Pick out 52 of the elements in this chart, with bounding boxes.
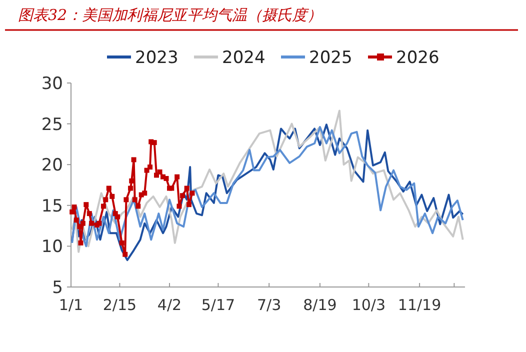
point [152, 140, 157, 146]
point [131, 157, 136, 162]
point [148, 164, 153, 170]
x-tick-label: 5/17 [201, 296, 236, 314]
point [110, 194, 115, 199]
point [115, 214, 120, 220]
point [78, 240, 84, 246]
point [72, 204, 77, 210]
point [124, 197, 129, 202]
point [136, 204, 141, 209]
point [176, 204, 182, 209]
point [70, 209, 75, 214]
point [174, 174, 180, 180]
point [106, 186, 112, 191]
point [80, 220, 86, 226]
point [96, 220, 102, 226]
y-tick-label: 30 [41, 74, 63, 94]
point [84, 202, 89, 208]
point [186, 202, 192, 208]
point [190, 190, 195, 196]
point [119, 240, 124, 246]
point [180, 193, 185, 198]
point [86, 211, 92, 216]
legend-label: 2025 [309, 48, 352, 68]
x-tick-label: 2/15 [102, 296, 137, 314]
y-tick-label: 20 [41, 156, 63, 176]
y-tick-label: 25 [41, 114, 63, 135]
y-tick-label: 5 [52, 278, 63, 298]
point [132, 197, 138, 202]
legend-label: 2026 [396, 48, 440, 68]
point [142, 190, 148, 196]
x-tick-label: 10/3 [352, 296, 386, 314]
point [100, 204, 106, 209]
x-tick-label: 11/19 [398, 296, 442, 314]
point [164, 176, 169, 181]
point [184, 186, 190, 191]
point [122, 252, 128, 257]
legend-label: 2024 [222, 48, 266, 68]
chart-title: 图表32：美国加利福尼亚平均气温（摄氏度） [18, 6, 322, 24]
legend-label: 2023 [135, 48, 178, 68]
x-tick-label: 4/2 [157, 296, 182, 314]
y-tick-label: 15 [41, 196, 63, 216]
point [74, 218, 79, 223]
x-tick-label: 8/19 [303, 296, 337, 314]
point [128, 186, 134, 191]
point [103, 197, 108, 202]
x-tick-label: 7/3 [257, 296, 282, 314]
x-tick-label: 1/1 [58, 296, 84, 314]
point [89, 220, 94, 226]
y-tick-label: 10 [41, 237, 63, 258]
point [157, 169, 162, 174]
point [169, 186, 174, 191]
